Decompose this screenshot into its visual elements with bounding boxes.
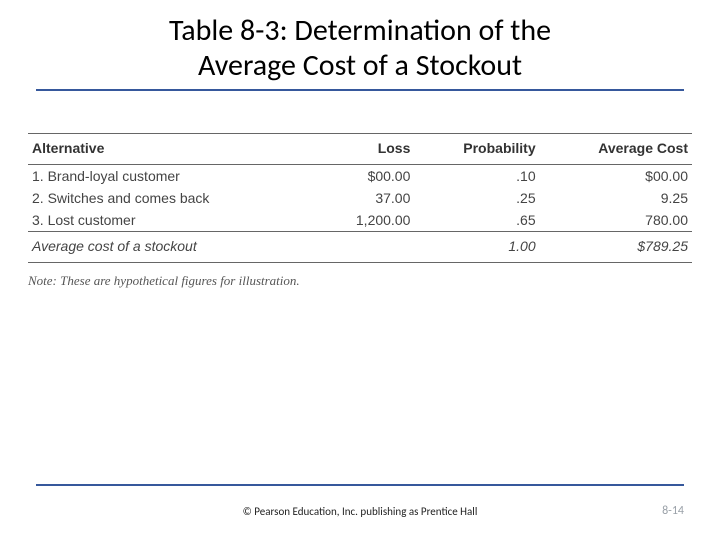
- page-number: 8-14: [662, 504, 684, 518]
- cell-average-cost: 9.25: [540, 187, 692, 209]
- summary-average-cost: $789.25: [540, 232, 692, 263]
- table-row: 3. Lost customer 1,200.00 .65 780.00: [28, 209, 692, 232]
- cell-alternative: 2. Switches and comes back: [28, 187, 317, 209]
- title-line-1: Table 8-3: Determination of the: [169, 12, 551, 49]
- title-text: Table 8-3: Determination of the Average …: [40, 14, 680, 83]
- cell-probability: .25: [414, 187, 539, 209]
- summary-label: Average cost of a stockout: [28, 232, 317, 263]
- stockout-table-container: Alternative Loss Probability Average Cos…: [28, 133, 692, 263]
- cell-probability: .10: [414, 165, 539, 188]
- cell-average-cost: 780.00: [540, 209, 692, 232]
- cell-loss: 37.00: [317, 187, 414, 209]
- table-header-row: Alternative Loss Probability Average Cos…: [28, 134, 692, 165]
- footer: © Pearson Education, Inc. publishing as …: [0, 505, 720, 518]
- cell-loss: $00.00: [317, 165, 414, 188]
- slide-title: Table 8-3: Determination of the Average …: [0, 0, 720, 83]
- cell-probability: .65: [414, 209, 539, 232]
- col-alternative: Alternative: [28, 134, 317, 165]
- col-loss: Loss: [317, 134, 414, 165]
- summary-probability: 1.00: [414, 232, 539, 263]
- copyright-text: © Pearson Education, Inc. publishing as …: [243, 505, 478, 518]
- title-underline: [36, 89, 684, 91]
- table-row: 1. Brand-loyal customer $00.00 .10 $00.0…: [28, 165, 692, 188]
- table-note: Note: These are hypothetical figures for…: [28, 273, 692, 289]
- cell-loss: 1,200.00: [317, 209, 414, 232]
- cell-alternative: 3. Lost customer: [28, 209, 317, 232]
- footer-divider: [36, 484, 684, 486]
- summary-loss: [317, 232, 414, 263]
- cell-average-cost: $00.00: [540, 165, 692, 188]
- col-average-cost: Average Cost: [540, 134, 692, 165]
- table-summary-row: Average cost of a stockout 1.00 $789.25: [28, 232, 692, 263]
- title-line-2: Average Cost of a Stockout: [198, 47, 522, 84]
- col-probability: Probability: [414, 134, 539, 165]
- stockout-table: Alternative Loss Probability Average Cos…: [28, 133, 692, 263]
- cell-alternative: 1. Brand-loyal customer: [28, 165, 317, 188]
- table-row: 2. Switches and comes back 37.00 .25 9.2…: [28, 187, 692, 209]
- slide: Table 8-3: Determination of the Average …: [0, 0, 720, 540]
